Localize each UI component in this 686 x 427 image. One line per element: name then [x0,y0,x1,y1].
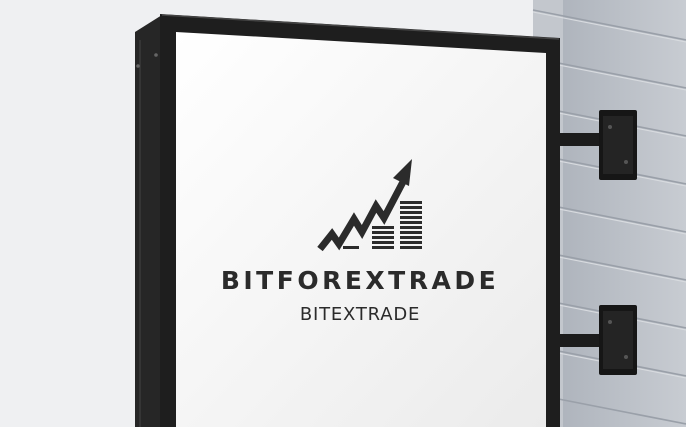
mounting-bracket-top [556,110,637,180]
rising-arrow-chart-icon [317,159,422,252]
brand-name: BITFOREXTRADE [220,266,500,295]
mounting-bracket-bottom [556,305,637,375]
brand-tagline: BITEXTRADE [299,304,421,325]
